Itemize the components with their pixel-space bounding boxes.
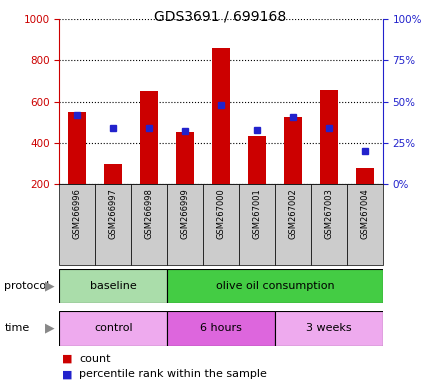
Bar <box>131 184 167 265</box>
Bar <box>59 184 95 265</box>
Text: 6 hours: 6 hours <box>200 323 242 333</box>
Bar <box>356 168 374 184</box>
Bar <box>275 311 383 346</box>
Text: GSM267000: GSM267000 <box>216 189 226 239</box>
Text: GSM267004: GSM267004 <box>360 189 369 239</box>
Bar <box>284 117 302 184</box>
Bar <box>311 184 347 265</box>
Text: GDS3691 / 699168: GDS3691 / 699168 <box>154 10 286 23</box>
Bar <box>167 269 383 303</box>
Text: ■: ■ <box>62 354 72 364</box>
Text: GSM267003: GSM267003 <box>324 189 334 239</box>
Text: ▶: ▶ <box>45 280 55 293</box>
Text: olive oil consumption: olive oil consumption <box>216 281 334 291</box>
Text: baseline: baseline <box>90 281 137 291</box>
Text: GSM266999: GSM266999 <box>181 189 190 239</box>
Text: ■: ■ <box>62 369 72 379</box>
Bar <box>203 184 239 265</box>
Bar <box>212 48 230 184</box>
Text: count: count <box>79 354 111 364</box>
Text: GSM266997: GSM266997 <box>109 189 118 239</box>
Text: percentile rank within the sample: percentile rank within the sample <box>79 369 267 379</box>
Text: GSM267002: GSM267002 <box>289 189 297 239</box>
Text: GSM266998: GSM266998 <box>145 189 154 239</box>
Text: time: time <box>4 323 29 333</box>
Bar <box>68 112 86 184</box>
Bar <box>104 164 122 184</box>
Bar <box>176 132 194 184</box>
Bar <box>320 90 338 184</box>
Bar <box>167 184 203 265</box>
Bar <box>140 91 158 184</box>
Bar <box>167 311 275 346</box>
Text: protocol: protocol <box>4 281 50 291</box>
Bar <box>275 184 311 265</box>
Text: GSM267001: GSM267001 <box>253 189 261 239</box>
Bar <box>239 184 275 265</box>
Bar <box>59 269 167 303</box>
Text: GSM266996: GSM266996 <box>73 189 82 239</box>
Bar <box>59 311 167 346</box>
Text: 3 weeks: 3 weeks <box>306 323 352 333</box>
Text: control: control <box>94 323 132 333</box>
Bar <box>347 184 383 265</box>
Text: ▶: ▶ <box>45 322 55 335</box>
Bar <box>248 136 266 184</box>
Bar <box>95 184 131 265</box>
